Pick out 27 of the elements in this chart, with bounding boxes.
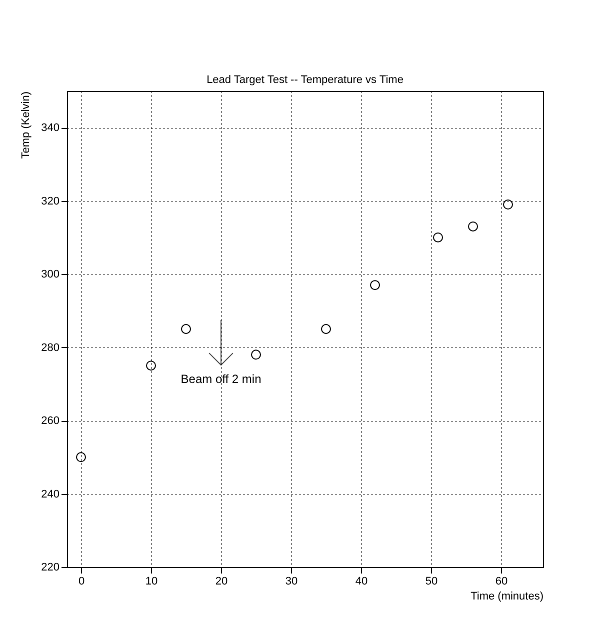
y-tick-label: 280 bbox=[41, 342, 60, 354]
point bbox=[146, 360, 156, 371]
y-tick-label: 340 bbox=[41, 122, 60, 134]
x-axis-title: Time (minutes) bbox=[470, 590, 544, 602]
point bbox=[370, 280, 380, 290]
point bbox=[76, 452, 86, 462]
x-tick-label: 20 bbox=[215, 576, 228, 588]
y-tick-label: 320 bbox=[41, 195, 60, 208]
y-tick-label: 240 bbox=[41, 488, 60, 500]
chart-title: Lead Target Test -- Temperature vs Time bbox=[206, 74, 404, 86]
point bbox=[181, 324, 191, 334]
x-tick-label: 10 bbox=[145, 576, 158, 588]
y-tick-label: 300 bbox=[41, 268, 60, 281]
point bbox=[251, 350, 261, 360]
x-tick-label: 40 bbox=[355, 576, 368, 588]
y-tick-label: 260 bbox=[41, 415, 60, 428]
y-tick-label: 220 bbox=[41, 562, 60, 574]
x-tick-label: 30 bbox=[285, 576, 298, 588]
x-tick-label: 0 bbox=[78, 576, 85, 588]
x-tick-label: 60 bbox=[495, 576, 508, 588]
annotation: Beam off 2 min bbox=[180, 372, 262, 386]
point bbox=[468, 222, 478, 232]
point bbox=[321, 324, 331, 334]
point bbox=[503, 200, 513, 210]
point bbox=[433, 232, 443, 242]
y-axis-title: Temp (Kelvin) bbox=[20, 92, 32, 159]
x-tick-label: 50 bbox=[425, 576, 438, 588]
